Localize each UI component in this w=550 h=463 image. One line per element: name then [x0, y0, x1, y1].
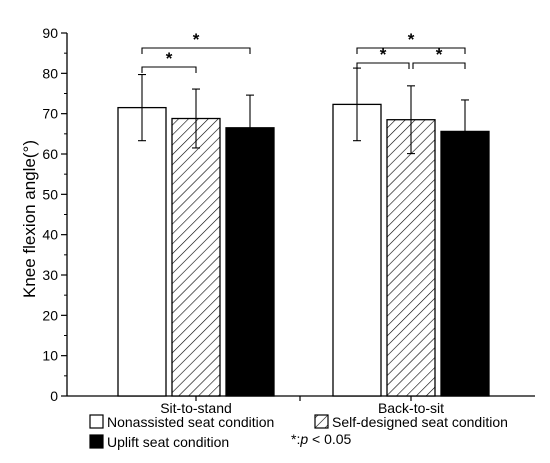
legend-swatch-1	[314, 414, 329, 429]
bar-2-0	[225, 127, 275, 397]
y-tick-label: 50	[42, 186, 58, 202]
y-axis: 0 10 20 30 40 50 60 70 80 90	[42, 25, 67, 404]
y-tick-label: 70	[42, 106, 58, 122]
legend-label-2: Uplift seat condition	[107, 434, 229, 450]
significance-star: *	[193, 30, 200, 49]
significance-star: *	[408, 30, 415, 49]
significance-bracket	[356, 47, 466, 54]
bar-1-0	[171, 117, 221, 397]
significance-star: *	[166, 49, 173, 68]
error-bars	[138, 67, 469, 164]
bar-0-1	[332, 103, 382, 397]
legend: Nonassisted seat condition Self-designed …	[89, 414, 508, 450]
y-tick-label: 30	[42, 267, 58, 283]
x-axis: Sit-to-stand Back-to-sit	[160, 396, 444, 416]
significance-bracket	[141, 66, 197, 73]
significance-bracket	[356, 62, 410, 69]
significance-bracket	[412, 62, 466, 69]
y-tick-label: 90	[42, 25, 58, 41]
significance-brackets: * * * * *	[141, 30, 466, 73]
significance-bracket	[141, 47, 251, 54]
bar-1-1	[386, 119, 436, 397]
bar-0-0	[117, 106, 167, 397]
y-tick-label: 20	[42, 307, 58, 323]
y-tick-label: 0	[50, 388, 58, 404]
bars	[117, 103, 490, 397]
significance-star: *	[380, 45, 387, 64]
legend-swatch-0	[89, 414, 104, 429]
footnote: *:p < 0.05	[291, 431, 352, 447]
y-axis-title: Knee flexion angle(°)	[20, 140, 39, 298]
x-tick-label: Back-to-sit	[378, 400, 444, 416]
legend-label-1: Self-designed seat condition	[332, 414, 508, 430]
x-tick-label: Sit-to-stand	[160, 400, 232, 416]
y-tick-label: 40	[42, 227, 58, 243]
y-tick-label: 80	[42, 65, 58, 81]
bar-2-1	[440, 130, 490, 397]
legend-swatch-2	[89, 434, 104, 449]
y-tick-label: 60	[42, 146, 58, 162]
y-tick-label: 10	[42, 348, 58, 364]
significance-star: *	[436, 45, 443, 64]
legend-label-0: Nonassisted seat condition	[107, 414, 274, 430]
